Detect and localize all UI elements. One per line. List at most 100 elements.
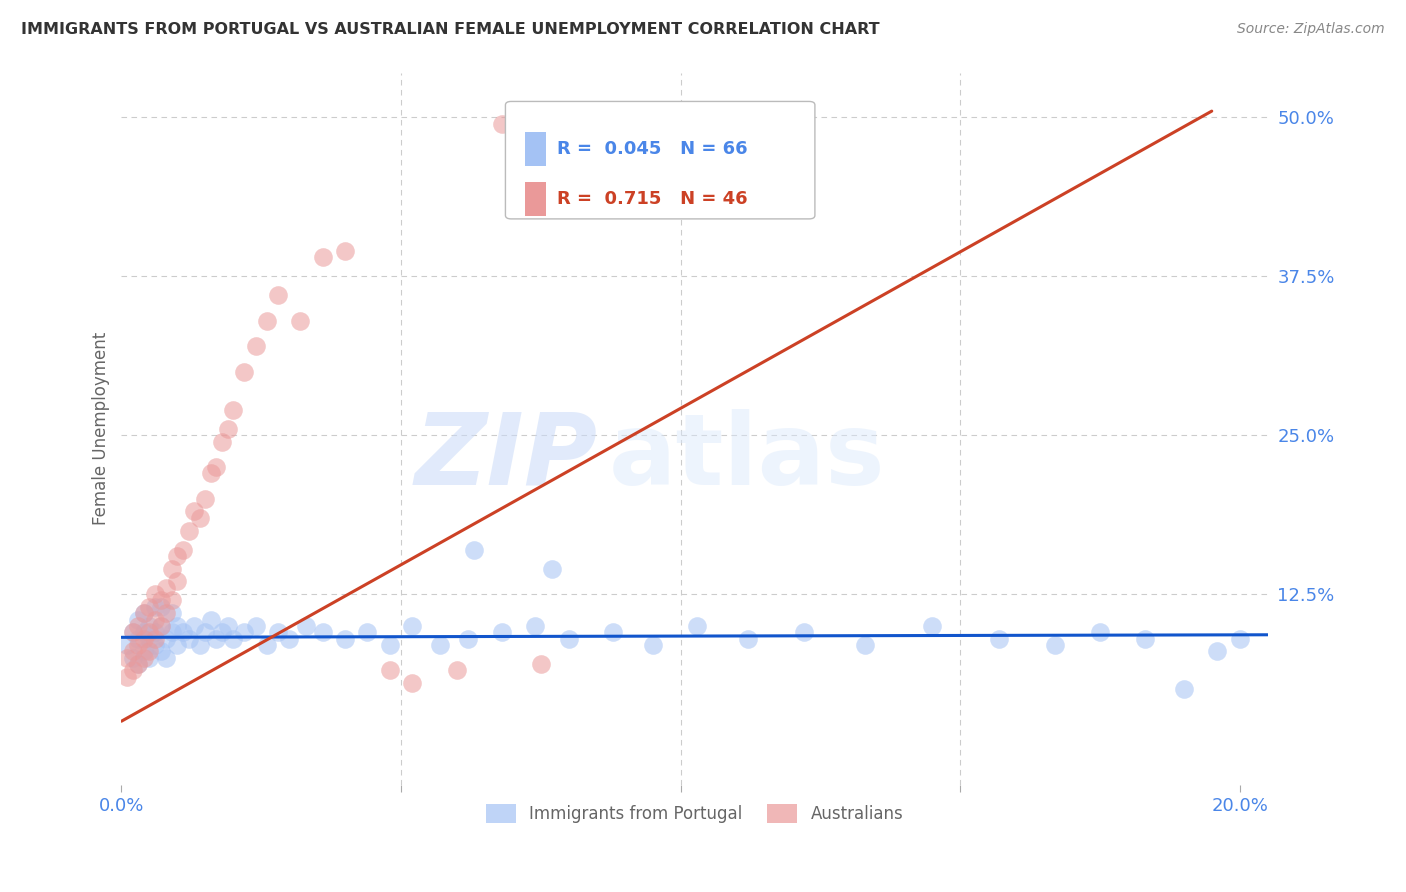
Point xyxy=(457,632,479,646)
Point xyxy=(188,638,211,652)
Point xyxy=(149,599,172,614)
Point xyxy=(115,650,138,665)
Point xyxy=(138,599,160,614)
Point xyxy=(166,549,188,563)
Point xyxy=(115,670,138,684)
Point xyxy=(295,619,318,633)
Point xyxy=(149,644,172,658)
Point xyxy=(429,638,451,652)
Point xyxy=(143,625,166,640)
Point xyxy=(245,339,267,353)
Point xyxy=(686,619,709,633)
Point xyxy=(166,574,188,589)
Point xyxy=(558,632,581,646)
Point xyxy=(737,632,759,646)
Point xyxy=(278,632,301,646)
Point xyxy=(211,625,233,640)
Text: Source: ZipAtlas.com: Source: ZipAtlas.com xyxy=(1237,22,1385,37)
Point xyxy=(312,625,335,640)
Point xyxy=(541,562,564,576)
Point xyxy=(160,625,183,640)
Point xyxy=(155,632,177,646)
Point xyxy=(194,625,217,640)
Bar xyxy=(524,182,546,216)
Text: atlas: atlas xyxy=(609,409,886,506)
Point xyxy=(155,650,177,665)
Point xyxy=(1229,632,1251,646)
Point xyxy=(121,650,143,665)
FancyBboxPatch shape xyxy=(505,102,815,219)
Text: R =  0.715   N = 46: R = 0.715 N = 46 xyxy=(557,190,748,208)
Point xyxy=(138,650,160,665)
Point xyxy=(333,632,356,646)
Point xyxy=(491,625,513,640)
Point xyxy=(463,542,485,557)
Point xyxy=(290,314,312,328)
Y-axis label: Female Unemployment: Female Unemployment xyxy=(93,332,110,525)
Point xyxy=(233,365,256,379)
Text: R =  0.045   N = 66: R = 0.045 N = 66 xyxy=(557,140,748,158)
Point xyxy=(312,250,335,264)
Point xyxy=(177,524,200,538)
Point xyxy=(793,625,815,640)
Point xyxy=(127,657,149,671)
Point xyxy=(200,613,222,627)
Bar xyxy=(524,132,546,166)
Point xyxy=(233,625,256,640)
Point xyxy=(401,676,423,690)
Point xyxy=(143,632,166,646)
Point xyxy=(222,402,245,417)
Point xyxy=(183,504,205,518)
Point xyxy=(183,619,205,633)
Point xyxy=(217,422,239,436)
Point xyxy=(127,657,149,671)
Point xyxy=(401,619,423,633)
Point xyxy=(121,625,143,640)
Point xyxy=(267,288,290,302)
Point xyxy=(127,632,149,646)
Point xyxy=(200,467,222,481)
Point xyxy=(1173,682,1195,697)
Point xyxy=(205,632,228,646)
Point xyxy=(155,581,177,595)
Text: ZIP: ZIP xyxy=(415,409,598,506)
Legend: Immigrants from Portugal, Australians: Immigrants from Portugal, Australians xyxy=(479,797,910,830)
Point xyxy=(378,664,401,678)
Point xyxy=(446,664,468,678)
Point xyxy=(172,542,194,557)
Point xyxy=(1133,632,1156,646)
Point xyxy=(121,625,143,640)
Point xyxy=(602,625,624,640)
Point xyxy=(217,619,239,633)
Point xyxy=(132,644,155,658)
Point xyxy=(132,606,155,620)
Point xyxy=(245,619,267,633)
Point xyxy=(138,644,160,658)
Point xyxy=(143,638,166,652)
Point xyxy=(491,117,513,131)
Point xyxy=(138,625,160,640)
Point xyxy=(132,606,155,620)
Point xyxy=(853,638,876,652)
Point xyxy=(1206,644,1229,658)
Point xyxy=(1043,638,1066,652)
Text: IMMIGRANTS FROM PORTUGAL VS AUSTRALIAN FEMALE UNEMPLOYMENT CORRELATION CHART: IMMIGRANTS FROM PORTUGAL VS AUSTRALIAN F… xyxy=(21,22,880,37)
Point xyxy=(166,619,188,633)
Point xyxy=(256,314,278,328)
Point xyxy=(149,593,172,607)
Point xyxy=(143,613,166,627)
Point xyxy=(166,638,188,652)
Point xyxy=(132,625,155,640)
Point xyxy=(127,613,149,627)
Point xyxy=(143,599,166,614)
Point xyxy=(121,664,143,678)
Point xyxy=(194,491,217,506)
Point xyxy=(205,460,228,475)
Point xyxy=(138,632,160,646)
Point xyxy=(172,625,194,640)
Point xyxy=(256,638,278,652)
Point xyxy=(177,632,200,646)
Point xyxy=(160,562,183,576)
Point xyxy=(641,638,664,652)
Point xyxy=(160,606,183,620)
